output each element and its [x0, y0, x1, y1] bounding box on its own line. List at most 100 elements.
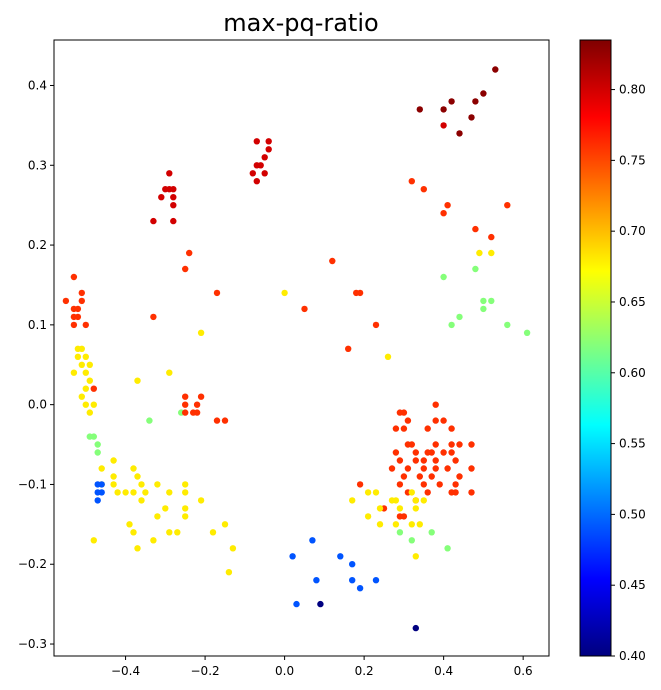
scatter-point — [428, 473, 435, 480]
scatter-point — [416, 106, 423, 113]
scatter-point — [209, 529, 217, 536]
scatter-point — [193, 401, 201, 408]
y-tick-label: 0.4 — [28, 78, 47, 92]
scatter-point — [166, 489, 173, 496]
scatter-point — [412, 505, 419, 512]
scatter-point — [78, 289, 86, 297]
scatter-point — [492, 66, 499, 73]
x-tick-label: −0.2 — [191, 664, 220, 678]
colorbar-tick-label: 0.55 — [619, 437, 646, 451]
scatter-point — [440, 122, 447, 129]
scatter-point — [138, 497, 145, 504]
y-tick-label: −0.1 — [18, 477, 47, 491]
scatter-point — [504, 321, 511, 329]
scatter-point — [90, 385, 98, 392]
scatter-point — [293, 600, 300, 608]
scatter-point — [150, 313, 157, 321]
scatter-point — [265, 138, 272, 145]
scatter-point — [134, 377, 141, 384]
scatter-point — [420, 457, 427, 464]
scatter-point — [412, 624, 419, 632]
scatter-point — [440, 449, 447, 456]
scatter-point — [70, 321, 78, 329]
scatter-point — [372, 577, 380, 584]
scatter-point — [448, 441, 455, 448]
scatter-point — [126, 521, 133, 528]
scatter-point — [154, 513, 161, 520]
scatter-point — [138, 481, 145, 488]
scatter-point — [70, 305, 78, 313]
colorbar-tick-label: 0.65 — [619, 295, 646, 309]
scatter-point — [150, 217, 157, 225]
scatter-point — [356, 481, 364, 488]
scatter-point — [182, 505, 189, 512]
scatter-point — [523, 329, 531, 336]
x-tick-label: 0.6 — [514, 664, 533, 678]
scatter-point — [448, 98, 455, 105]
scatter-point — [253, 138, 260, 145]
scatter-point — [488, 249, 495, 257]
scatter-point — [404, 417, 412, 424]
scatter-point — [166, 529, 173, 536]
scatter-point — [392, 497, 400, 504]
scatter-point — [416, 473, 423, 480]
scatter-point — [197, 393, 205, 400]
y-tick-label: 0.1 — [28, 318, 47, 332]
y-tick-label: −0.2 — [18, 557, 47, 571]
x-tick-label: 0.0 — [275, 664, 294, 678]
scatter-point — [440, 106, 447, 113]
scatter-point — [82, 353, 90, 360]
scatter-point — [404, 465, 412, 472]
scatter-point — [301, 305, 308, 313]
scatter-point — [329, 257, 336, 265]
scatter-point — [349, 577, 356, 584]
scatter-point — [424, 489, 431, 496]
scatter-point — [221, 417, 229, 424]
scatter-point — [448, 321, 455, 329]
scatter-point — [432, 417, 439, 424]
scatter-point — [94, 449, 101, 456]
scatter-point — [488, 233, 495, 241]
scatter-point — [440, 210, 447, 217]
scatter-point — [134, 545, 141, 552]
chart-title: max-pq-ratio — [223, 9, 378, 37]
scatter-point — [249, 170, 256, 177]
scatter-point — [317, 600, 324, 608]
scatter-point — [130, 529, 137, 536]
scatter-point — [289, 553, 296, 560]
scatter-point — [400, 425, 408, 432]
scatter-point — [384, 353, 392, 360]
scatter-point — [193, 409, 201, 416]
scatter-point — [432, 401, 439, 408]
scatter-point — [146, 417, 153, 424]
scatter-point — [412, 553, 419, 560]
scatter-point — [424, 425, 431, 432]
scatter-point — [452, 481, 459, 488]
scatter-point — [174, 529, 181, 536]
scatter-point — [396, 457, 404, 464]
scatter-point — [364, 513, 372, 520]
scatter-point — [412, 457, 419, 464]
scatter-point — [428, 529, 435, 536]
scatter-point — [504, 202, 511, 209]
scatter-point — [182, 513, 189, 520]
scatter-point — [432, 457, 439, 464]
scatter-point — [472, 225, 479, 233]
scatter-point — [162, 505, 169, 512]
scatter-point — [480, 305, 487, 313]
scatter-point — [468, 489, 475, 496]
y-tick-label: 0.0 — [28, 398, 47, 412]
scatter-point — [400, 513, 408, 520]
scatter-point — [448, 425, 455, 432]
scatter-point — [261, 170, 268, 177]
scatter-point — [364, 489, 372, 496]
scatter-point — [420, 481, 427, 488]
scatter-point — [372, 489, 380, 496]
scatter-point — [432, 465, 439, 472]
scatter-point — [472, 98, 479, 105]
scatter-point — [182, 481, 189, 488]
scatter-point — [428, 449, 435, 456]
plot-frame — [53, 39, 550, 657]
scatter-point — [98, 481, 105, 488]
colorbar-axis: 0.40 0.45 0.50 0.55 0.60 0.65 0.70 0.75 0.80 — [611, 83, 646, 663]
